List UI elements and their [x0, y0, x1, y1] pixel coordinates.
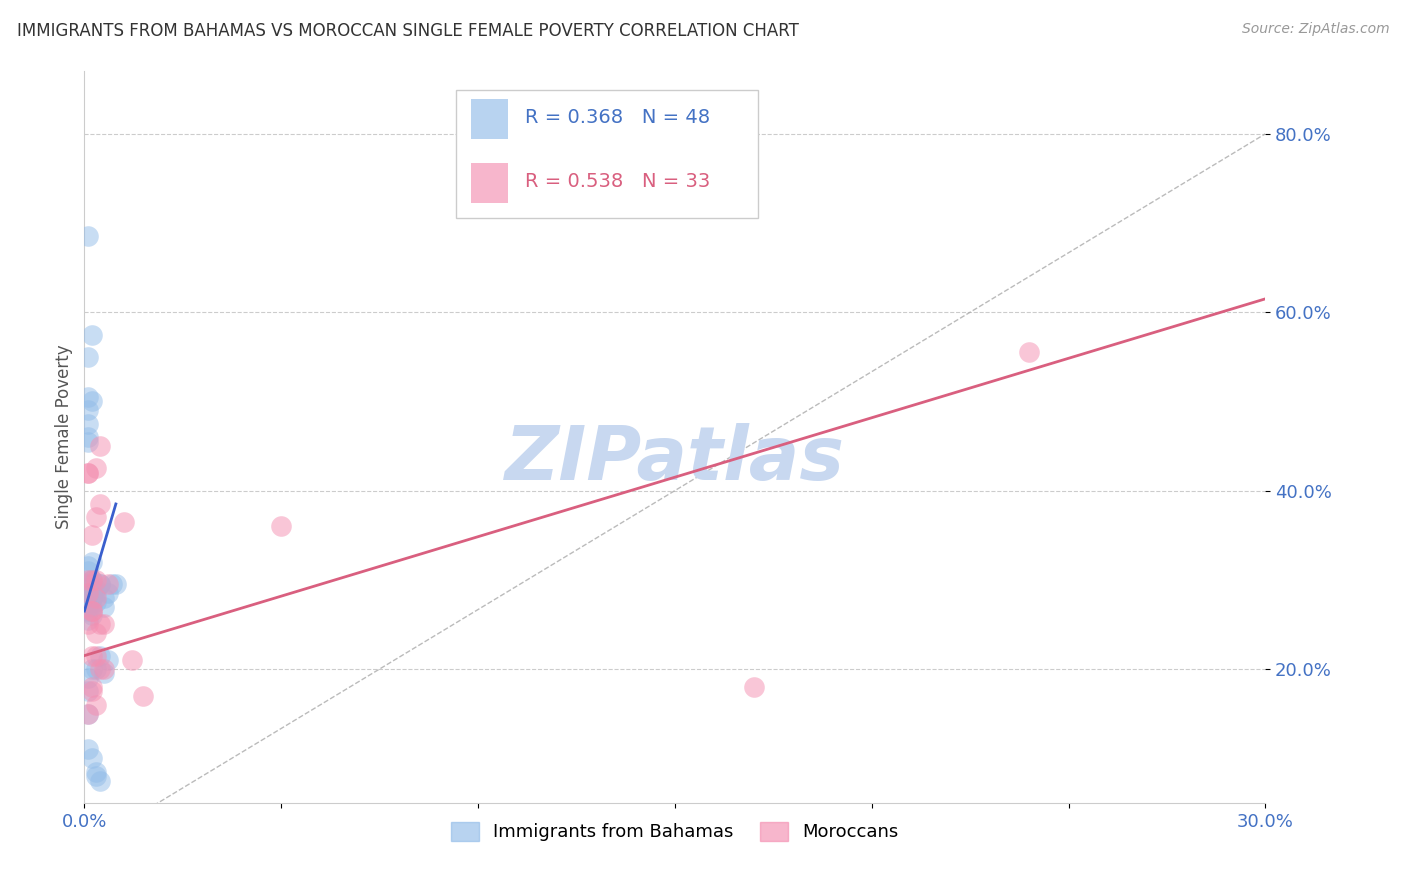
Point [84, 769, 107, 783]
Point [82, 577, 104, 591]
Point [84, 586, 107, 600]
Point [101, 577, 124, 591]
Point [104, 577, 127, 591]
Text: R = 0.538   N = 33: R = 0.538 N = 33 [524, 171, 710, 191]
Point [93, 591, 115, 605]
Point [77, 671, 100, 685]
Point [84, 582, 107, 596]
Y-axis label: Single Female Poverty: Single Female Poverty [55, 345, 73, 529]
Point [82, 604, 104, 618]
FancyBboxPatch shape [457, 89, 758, 218]
Point [77, 229, 100, 244]
Text: R = 0.368   N = 48: R = 0.368 N = 48 [524, 108, 710, 127]
Point [97, 586, 120, 600]
Point [89, 662, 111, 676]
Point [77, 559, 100, 574]
Point [82, 599, 104, 614]
Point [84, 698, 107, 712]
Point [77, 430, 100, 444]
Point [93, 599, 115, 614]
Point [84, 510, 107, 524]
Point [132, 689, 155, 703]
Point [77, 742, 100, 756]
Point [77, 595, 100, 609]
Point [77, 586, 100, 600]
Point [77, 466, 100, 480]
Point [89, 648, 111, 663]
Bar [471, 163, 509, 203]
Point [77, 617, 100, 632]
Point [77, 466, 100, 480]
Point [1018, 345, 1040, 359]
Point [77, 417, 100, 431]
Point [93, 662, 115, 676]
Text: ZIPatlas: ZIPatlas [505, 423, 845, 496]
Point [112, 515, 135, 529]
Point [82, 573, 104, 587]
Point [82, 684, 104, 698]
Point [82, 662, 104, 676]
Point [77, 390, 100, 404]
Point [84, 648, 107, 663]
Point [84, 662, 107, 676]
Point [89, 773, 111, 788]
Text: Source: ZipAtlas.com: Source: ZipAtlas.com [1241, 22, 1389, 37]
Point [82, 648, 104, 663]
Point [77, 564, 100, 578]
Point [84, 591, 107, 605]
Point [77, 684, 100, 698]
Point [77, 586, 100, 600]
Text: IMMIGRANTS FROM BAHAMAS VS MOROCCAN SINGLE FEMALE POVERTY CORRELATION CHART: IMMIGRANTS FROM BAHAMAS VS MOROCCAN SING… [17, 22, 799, 40]
Point [742, 680, 765, 694]
Point [77, 434, 100, 449]
Point [89, 577, 111, 591]
Point [84, 595, 107, 609]
Point [84, 626, 107, 640]
Point [82, 751, 104, 765]
Point [82, 680, 104, 694]
Point [82, 604, 104, 618]
Point [77, 706, 100, 721]
Point [270, 519, 292, 533]
Point [89, 617, 111, 632]
Point [82, 528, 104, 542]
Point [77, 350, 100, 364]
Point [77, 706, 100, 721]
Point [77, 604, 100, 618]
Point [82, 573, 104, 587]
Point [89, 577, 111, 591]
Bar [471, 99, 509, 139]
Point [89, 497, 111, 511]
Point [82, 591, 104, 605]
Legend: Immigrants from Bahamas, Moroccans: Immigrants from Bahamas, Moroccans [444, 814, 905, 848]
Point [93, 666, 115, 681]
Point [93, 617, 115, 632]
Point [121, 653, 143, 667]
Point [82, 586, 104, 600]
Point [77, 403, 100, 417]
Point [77, 599, 100, 614]
Point [77, 613, 100, 627]
Point [89, 439, 111, 453]
Point [77, 573, 100, 587]
Point [84, 461, 107, 475]
Point [82, 591, 104, 605]
Point [77, 577, 100, 591]
Point [84, 573, 107, 587]
Point [84, 764, 107, 779]
Point [82, 394, 104, 409]
Point [82, 555, 104, 569]
Point [97, 577, 120, 591]
Point [82, 327, 104, 342]
Point [97, 653, 120, 667]
Point [82, 608, 104, 623]
